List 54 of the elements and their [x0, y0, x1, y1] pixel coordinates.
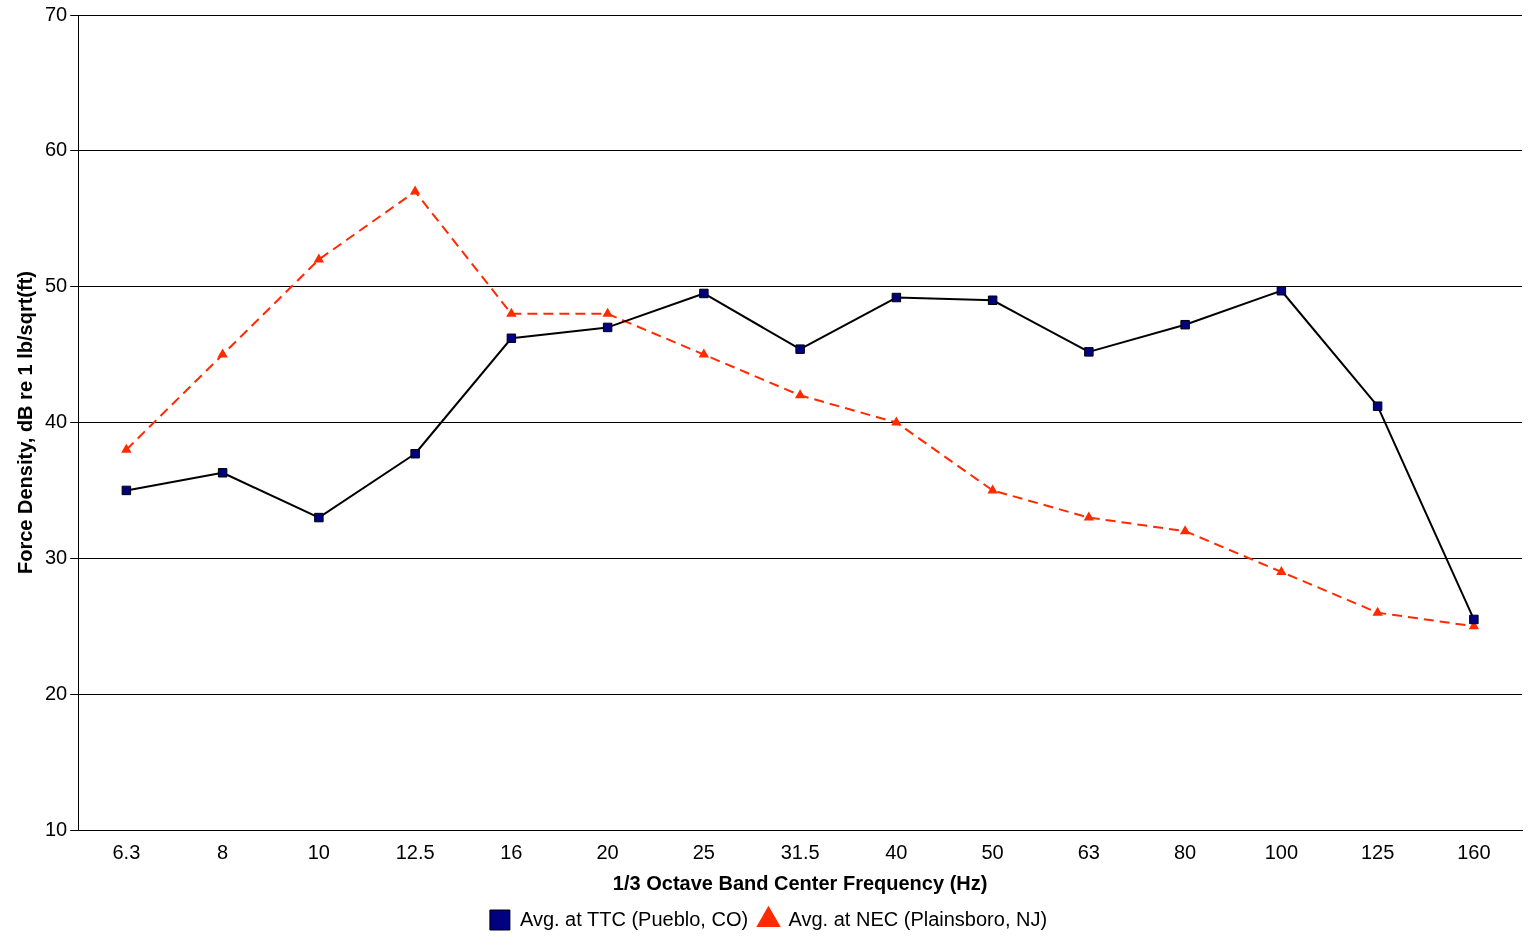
point — [410, 449, 420, 459]
point — [891, 416, 902, 426]
x-tick-label: 50 — [981, 840, 1004, 863]
point — [217, 468, 228, 478]
point — [217, 348, 228, 358]
y-tick-label: 30 — [45, 545, 68, 568]
x-tick-label: 160 — [1457, 840, 1491, 863]
point — [409, 185, 421, 195]
legend-label: Avg. at NEC (Plainsboro, NJ) — [788, 907, 1048, 930]
x-tick-label: 40 — [885, 840, 908, 863]
y-axis-title: Force Density, dB re 1 lb/sqrt(ft) — [13, 270, 36, 575]
point — [1180, 319, 1190, 330]
x-tick-label: 12.5 — [395, 840, 435, 863]
point — [506, 333, 517, 344]
x-tick-label: 25 — [692, 840, 715, 863]
y-tick-label: 20 — [45, 681, 68, 704]
point — [314, 512, 324, 523]
point — [602, 307, 613, 317]
point — [699, 288, 709, 299]
point — [1469, 614, 1479, 625]
y-tick-label: 60 — [45, 138, 68, 161]
x-tick-label: 20 — [596, 840, 619, 863]
point — [1179, 525, 1191, 535]
x-tick-label: 16 — [500, 840, 523, 863]
point — [987, 295, 998, 305]
x-tick-label: 100 — [1264, 840, 1299, 863]
point — [891, 292, 902, 303]
point — [121, 485, 132, 496]
x-tick-label: 31.5 — [780, 840, 820, 863]
point — [1276, 565, 1287, 575]
point — [795, 344, 805, 354]
y-tick-label: 40 — [45, 410, 68, 433]
x-tick-label: 63 — [1077, 840, 1100, 863]
point — [1084, 347, 1094, 357]
point — [1372, 401, 1383, 411]
x-tick-label: 8 — [217, 840, 229, 863]
point — [1372, 606, 1383, 616]
x-tick-label: 80 — [1174, 840, 1197, 863]
y-tick-label: 50 — [45, 274, 68, 297]
point — [794, 389, 806, 399]
point — [506, 307, 517, 317]
point — [602, 322, 613, 333]
x-tick-label: 6.3 — [112, 840, 141, 863]
point — [313, 253, 325, 263]
point — [121, 443, 132, 453]
point — [1083, 511, 1095, 521]
x-tick-label: 125 — [1360, 840, 1395, 863]
point — [1276, 286, 1287, 296]
x-tick-label: 10 — [307, 840, 330, 863]
y-tick-label: 10 — [45, 817, 68, 840]
legend-label: Avg. at TTC (Pueblo, CO) — [519, 907, 749, 930]
x-axis-title: 1/3 Octave Band Center Frequency (Hz) — [612, 871, 988, 894]
point — [698, 348, 710, 358]
y-tick-label: 70 — [45, 2, 68, 25]
